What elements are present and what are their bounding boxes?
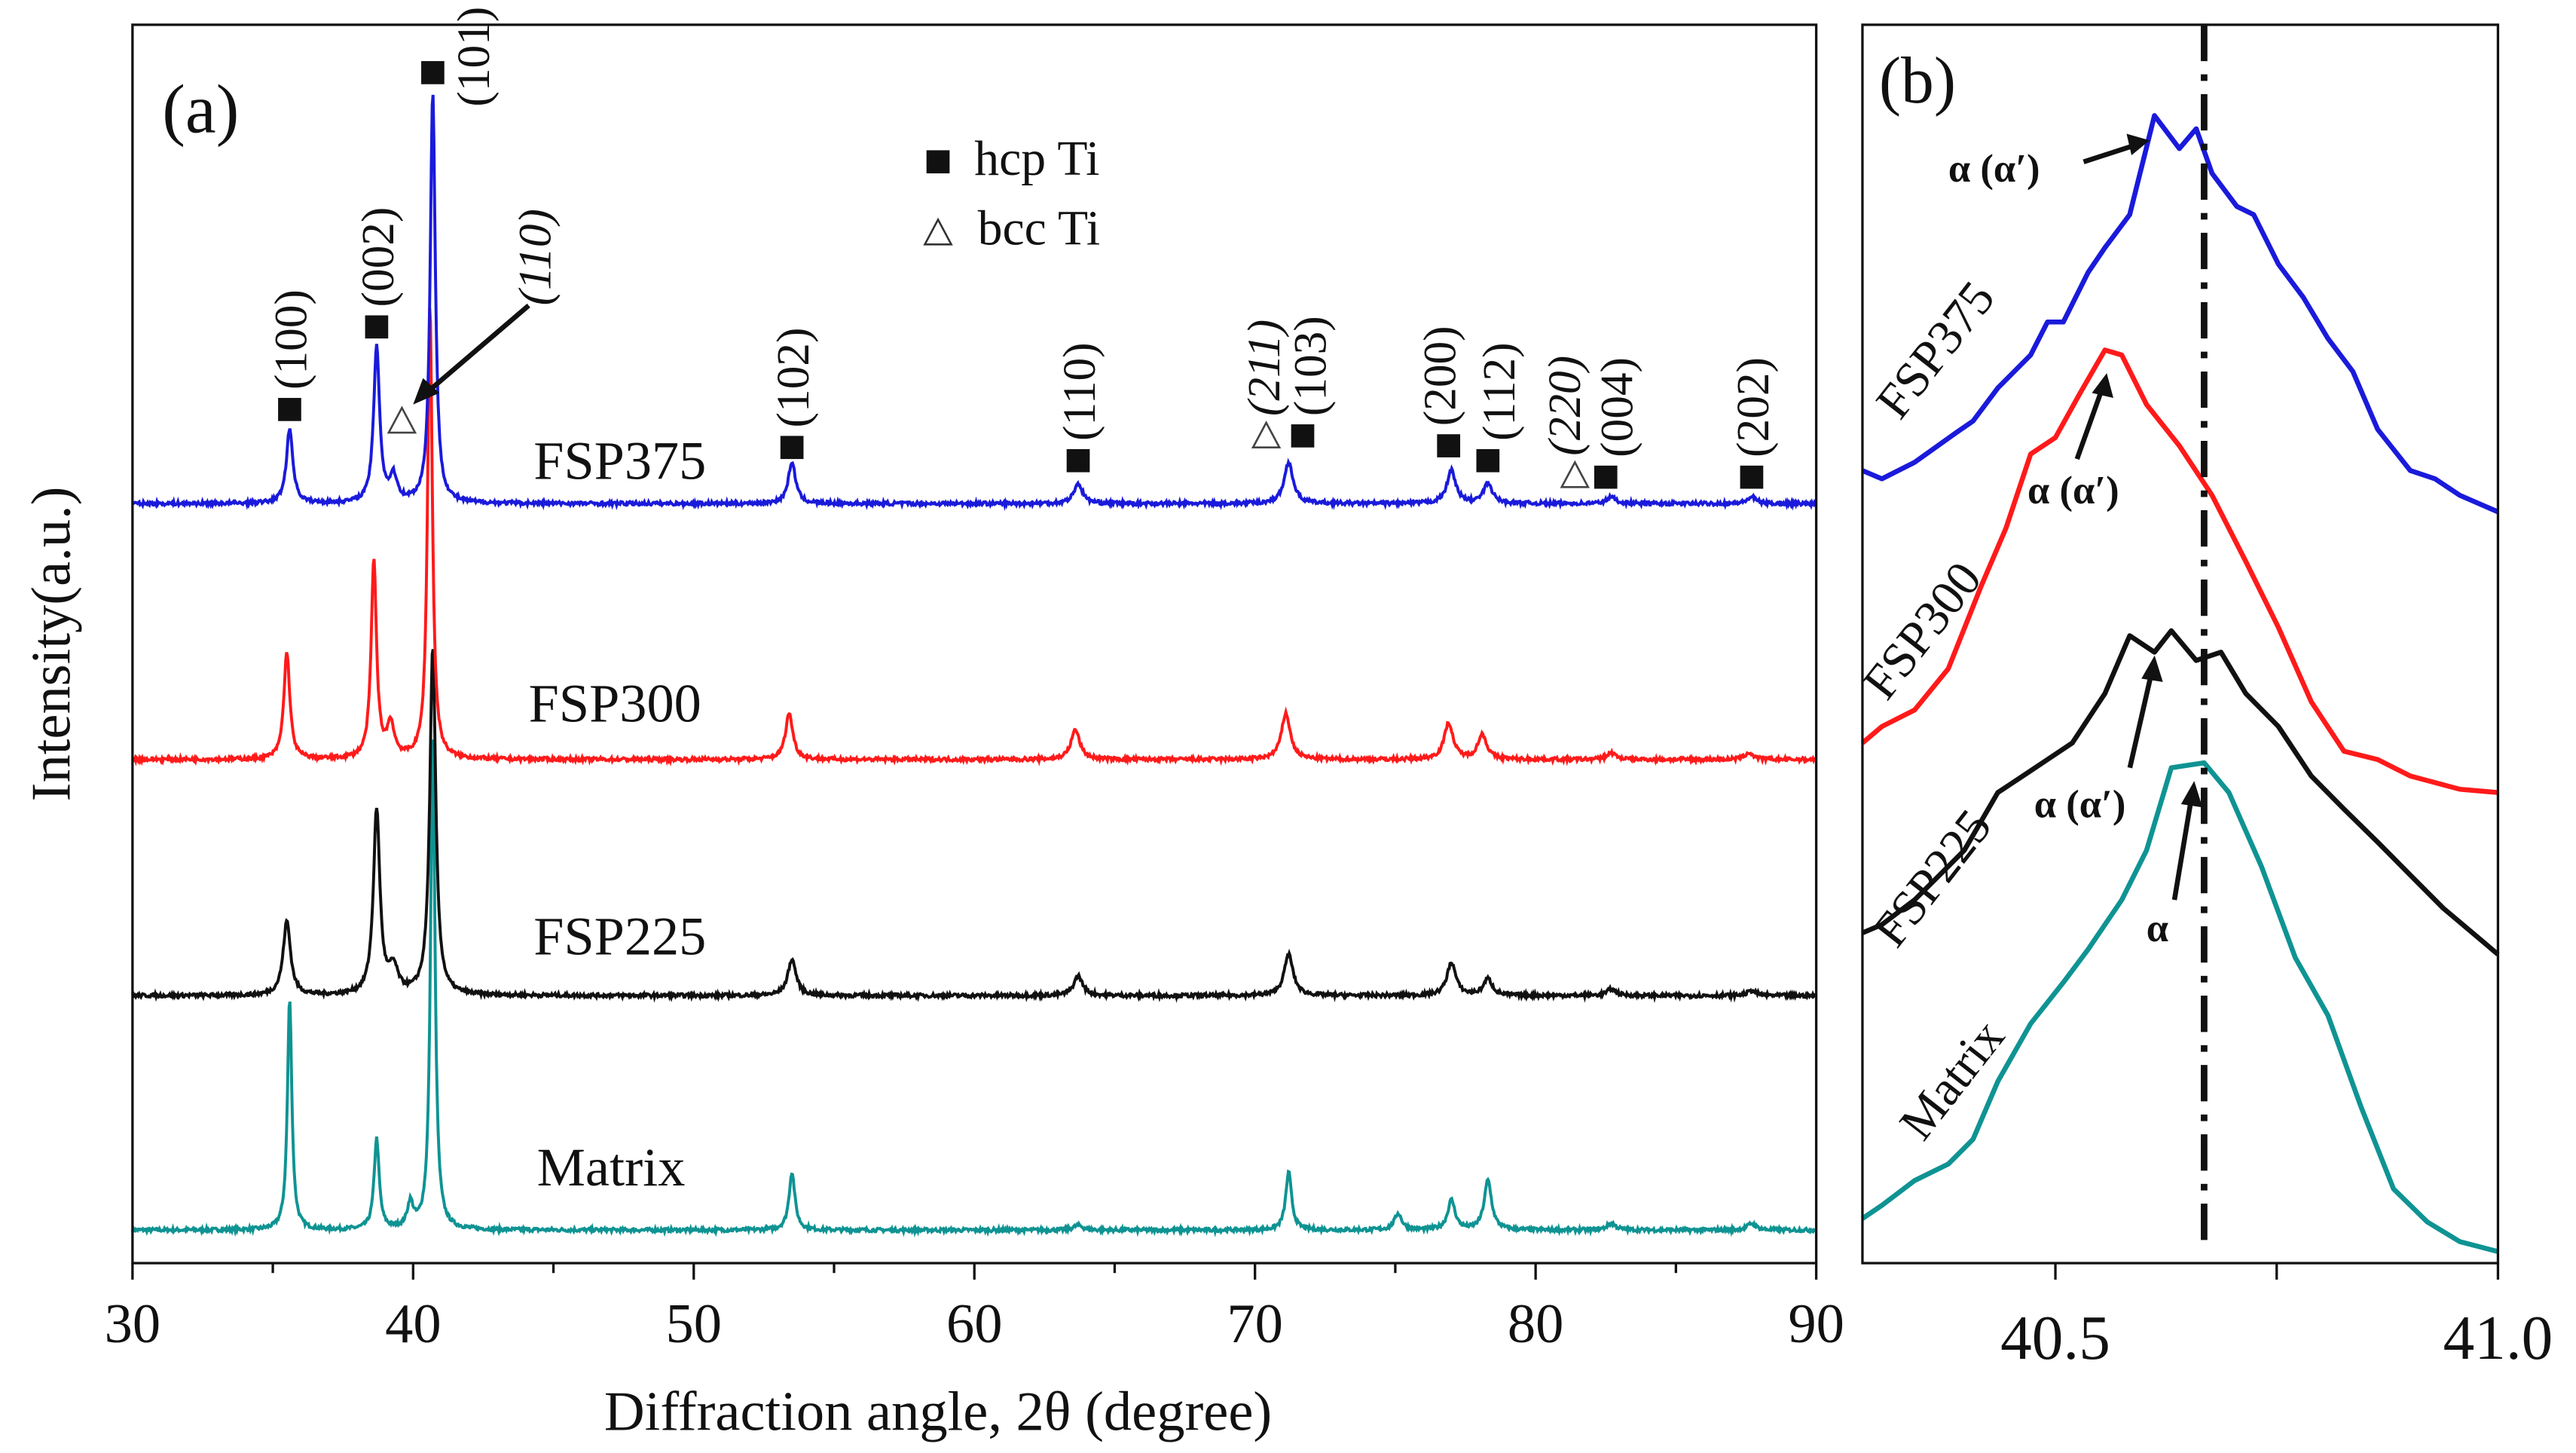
- panel-b-series: [1860, 113, 2500, 1254]
- fsp375-peak-label: α (α′): [1948, 147, 2040, 191]
- peak-label: (202): [1728, 357, 1779, 457]
- zoom-series-line-fsp300: [1860, 347, 2498, 795]
- x-tick-label: 60: [946, 1293, 1002, 1355]
- bcc-marker: [387, 405, 417, 434]
- x-tick-label: 41.0: [2443, 1304, 2553, 1373]
- peak-label: (101): [448, 7, 500, 107]
- fsp375-peak-arrow: [2082, 142, 2136, 164]
- series-line-fsp300: [131, 307, 1818, 766]
- zoom-series-line-matrix: [1861, 760, 2499, 1254]
- panel-a-peak-annotations: (100) (002) (101) (110) (102) (110) (211)(103)…: [265, 7, 1779, 489]
- panel-a-y-axis-label: Intensity(a.u.): [21, 487, 83, 802]
- fsp225-peak-label: α (α′): [2034, 783, 2126, 827]
- hcp-marker: [278, 398, 301, 421]
- panel-a-series: [130, 94, 1818, 1238]
- x-tick-label: 40.5: [2000, 1304, 2110, 1373]
- bcc-marker: [1251, 421, 1282, 449]
- peak-label: (200): [1414, 326, 1465, 426]
- fsp300-peak-arrowhead: [2092, 373, 2113, 399]
- peak-label: (112): [1474, 342, 1525, 441]
- peak-label: (110): [510, 209, 561, 305]
- hcp-marker: [421, 61, 445, 84]
- fsp300-peak-arrow: [2074, 388, 2104, 460]
- x-tick-label: 90: [1788, 1293, 1844, 1355]
- fsp300-peak-label: α (α′): [2027, 469, 2119, 512]
- fsp225-peak-arrow: [2127, 673, 2154, 769]
- hcp-marker: [1437, 434, 1461, 457]
- zoom-series-line-fsp225: [1861, 628, 2500, 956]
- hcp-marker: [1594, 465, 1618, 489]
- legend-bcc-triangle-marker: [923, 217, 953, 246]
- hcp-marker: [1476, 448, 1500, 473]
- series-label-matrix: Matrix: [537, 1137, 686, 1198]
- x-tick-label: 30: [105, 1293, 160, 1355]
- x-tick-label: 40: [385, 1293, 441, 1355]
- hcp-marker: [365, 315, 389, 339]
- hcp-marker: [780, 436, 804, 460]
- panel-a-x-axis-label: Diffraction angle, 2θ (degree): [604, 1381, 1272, 1442]
- x-tick-label: 70: [1227, 1293, 1282, 1355]
- series-label-fsp225: FSP225: [533, 906, 706, 966]
- peak-label: (002): [353, 207, 404, 307]
- legend-hcp-square-marker: [926, 150, 950, 174]
- bcc-110-arrowhead: [413, 378, 440, 405]
- bcc-110-arrow: [424, 303, 530, 395]
- legend-hcp-label: hcp Ti: [974, 131, 1099, 186]
- panel-a-x-ticks: 30 40 50 60 70 80 90: [105, 1263, 1844, 1355]
- panel-b-peak-labels: α (α′) α (α′) α (α′) α: [1948, 133, 2203, 950]
- peak-label: (103): [1285, 316, 1337, 416]
- hcp-marker: [1066, 448, 1090, 473]
- peak-label: (220): [1539, 356, 1591, 456]
- series-line-matrix: [130, 739, 1817, 1238]
- hcp-marker: [1291, 424, 1315, 448]
- series-line-fsp375: [132, 94, 1817, 512]
- series-label-fsp375: FSP375: [533, 430, 706, 491]
- series-label-fsp300: FSP300: [529, 673, 701, 733]
- peak-label: (211): [1239, 320, 1290, 416]
- matrix-peak-label: α: [2147, 907, 2168, 950]
- x-tick-label: 80: [1508, 1293, 1563, 1355]
- x-tick-label: 50: [666, 1293, 722, 1355]
- peak-label: (102): [768, 328, 819, 428]
- legend-bcc-label: bcc Ti: [978, 200, 1101, 255]
- fsp225-peak-arrowhead: [2141, 655, 2163, 682]
- matrix-peak-arrowhead: [2180, 781, 2203, 808]
- legend: hcp Ti bcc Ti: [923, 131, 1101, 255]
- matrix-peak-arrow: [2171, 800, 2194, 901]
- peak-label: (004): [1591, 357, 1642, 457]
- peak-label: (100): [265, 289, 316, 390]
- panel-b-frame: [1861, 23, 2500, 1265]
- hcp-marker: [1740, 465, 1764, 489]
- peak-label: (110): [1054, 342, 1105, 441]
- panel-b-x-ticks: 40.5 41.0: [2000, 1263, 2553, 1373]
- bcc-marker: [1560, 460, 1590, 488]
- panel-a-label: (a): [162, 70, 239, 147]
- fsp375-peak-arrowhead: [2126, 133, 2150, 155]
- panel-b-label: (b): [1879, 44, 1956, 117]
- series-line-fsp225: [131, 649, 1818, 1004]
- panel-a-series-labels: FSP375 FSP300 FSP225 Matrix: [529, 430, 707, 1198]
- panel-a-xrd-patterns: 30 40 50 60 70 80 90 (a) Diffraction angle, 2θ…: [21, 7, 1844, 1443]
- zoom-series-line-fsp375: [1861, 113, 2499, 515]
